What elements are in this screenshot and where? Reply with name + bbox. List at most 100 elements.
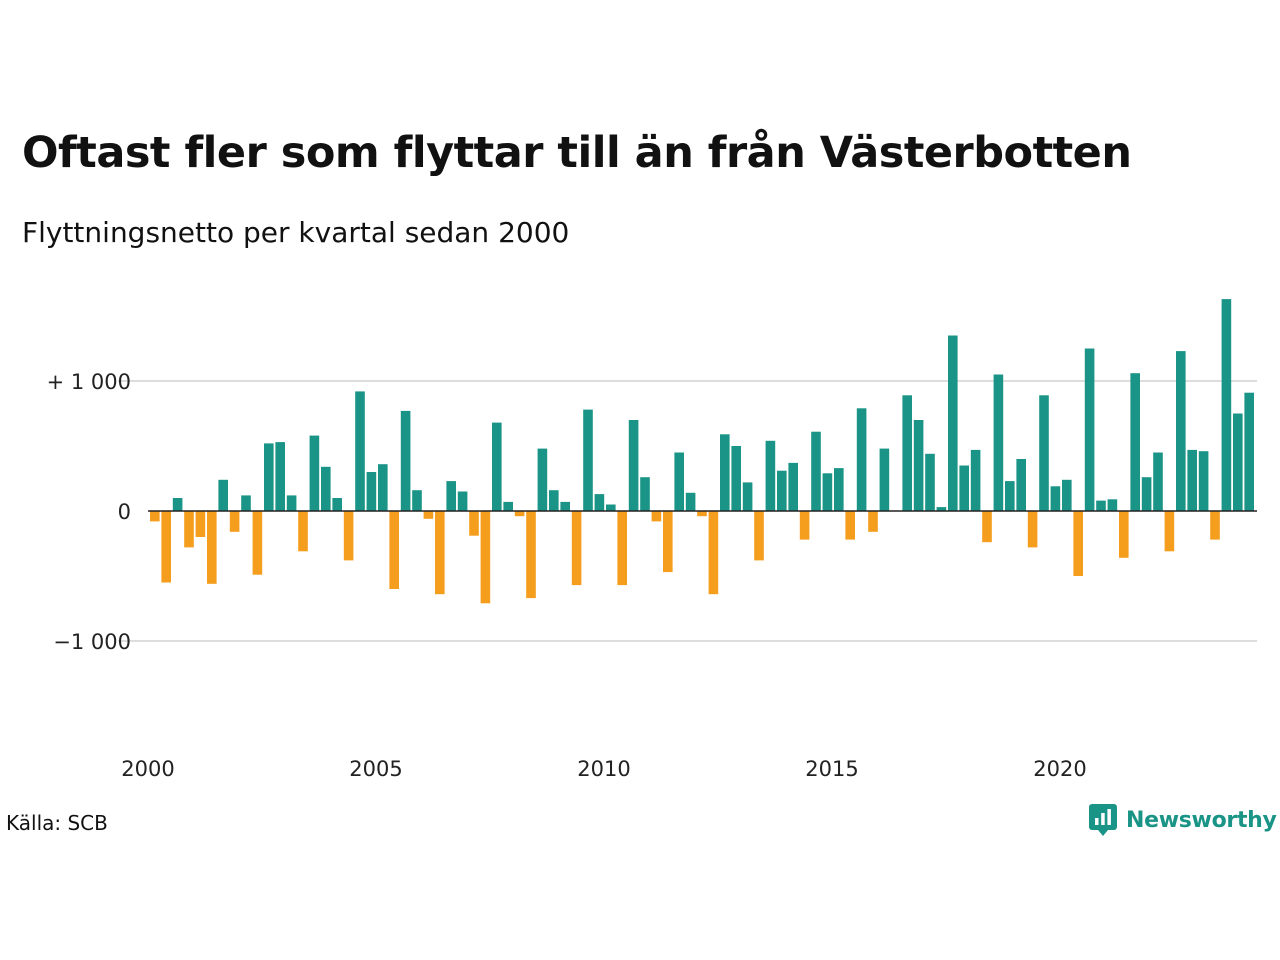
bar bbox=[1164, 511, 1175, 552]
y-tick-label: 0 bbox=[118, 500, 131, 524]
bar bbox=[674, 452, 684, 511]
bar bbox=[868, 511, 878, 532]
bar bbox=[1210, 511, 1220, 540]
bar bbox=[412, 490, 422, 511]
bar bbox=[1016, 459, 1026, 511]
bar bbox=[1005, 481, 1015, 511]
source-note: Källa: SCB bbox=[6, 811, 108, 835]
bar bbox=[492, 422, 502, 511]
y-tick-label: + 1 000 bbox=[47, 370, 131, 394]
bar bbox=[697, 511, 707, 517]
bar bbox=[571, 511, 582, 586]
bar bbox=[970, 449, 981, 511]
bar bbox=[286, 495, 297, 511]
bar bbox=[811, 431, 821, 511]
bar bbox=[526, 511, 536, 599]
newsworthy-logo-icon bbox=[1089, 804, 1117, 836]
bar bbox=[241, 495, 251, 511]
bar bbox=[1073, 511, 1083, 576]
bar bbox=[1096, 500, 1106, 511]
y-tick-label: −1 000 bbox=[53, 630, 131, 654]
bar bbox=[777, 470, 787, 511]
bar-layer bbox=[150, 299, 1254, 604]
bar bbox=[1176, 351, 1186, 511]
newsworthy-brand: Newsworthy bbox=[1088, 803, 1277, 837]
bar bbox=[754, 511, 764, 561]
bar bbox=[457, 491, 468, 511]
bar bbox=[252, 511, 263, 575]
bar bbox=[355, 391, 365, 511]
brand-name: Newsworthy bbox=[1126, 807, 1277, 833]
bar bbox=[366, 472, 377, 511]
bar-chart: + 1 000 0 −1 000 2000 2005 2010 2015 2020 bbox=[47, 299, 1257, 781]
x-tick-label: 2015 bbox=[805, 757, 858, 781]
bar bbox=[742, 482, 753, 511]
bar bbox=[229, 511, 240, 532]
x-tick-label: 2005 bbox=[349, 757, 402, 781]
y-tick-labels: + 1 000 0 −1 000 bbox=[47, 370, 131, 654]
bar bbox=[207, 511, 217, 584]
bar bbox=[982, 511, 992, 543]
bar bbox=[856, 408, 867, 511]
bar bbox=[195, 511, 206, 537]
bar bbox=[378, 464, 388, 511]
bar bbox=[172, 498, 183, 511]
bar bbox=[731, 446, 741, 511]
bar bbox=[936, 507, 947, 511]
bar bbox=[765, 440, 776, 511]
bar bbox=[708, 511, 719, 595]
bar bbox=[1084, 348, 1095, 511]
bar bbox=[993, 374, 1004, 511]
bar bbox=[321, 466, 331, 511]
bar bbox=[788, 462, 798, 511]
bar bbox=[537, 448, 548, 511]
bar bbox=[606, 504, 616, 511]
bar bbox=[913, 420, 924, 511]
bar bbox=[298, 511, 308, 552]
bar bbox=[446, 481, 456, 511]
bar bbox=[309, 435, 320, 511]
bar bbox=[469, 511, 479, 536]
bar bbox=[1130, 373, 1140, 511]
bar bbox=[1233, 413, 1243, 511]
bar bbox=[480, 511, 491, 604]
bar bbox=[161, 511, 171, 583]
bar bbox=[275, 442, 285, 511]
bar bbox=[663, 511, 673, 573]
bar bbox=[400, 410, 411, 511]
bar bbox=[879, 448, 890, 511]
grid-layer bbox=[118, 380, 1257, 642]
bar bbox=[1107, 499, 1118, 511]
bar bbox=[617, 511, 627, 586]
bar bbox=[184, 511, 194, 548]
bar bbox=[435, 511, 445, 595]
bar bbox=[845, 511, 855, 540]
bar bbox=[628, 420, 639, 511]
bar bbox=[720, 434, 730, 511]
bar bbox=[560, 501, 570, 511]
bar bbox=[1244, 392, 1254, 511]
x-tick-label: 2010 bbox=[577, 757, 630, 781]
bar bbox=[218, 479, 228, 511]
bar bbox=[902, 395, 912, 511]
bar bbox=[1119, 511, 1129, 558]
bar bbox=[332, 498, 342, 511]
bar bbox=[651, 511, 662, 522]
bar bbox=[1027, 511, 1038, 548]
bar bbox=[1198, 451, 1209, 511]
x-tick-labels: 2000 2005 2010 2015 2020 bbox=[121, 757, 1086, 781]
bar bbox=[594, 494, 605, 511]
bar bbox=[925, 453, 935, 511]
chart-subtitle: Flyttningsnetto per kvartal sedan 2000 bbox=[22, 216, 570, 249]
bar bbox=[822, 473, 833, 511]
bar bbox=[1221, 299, 1232, 511]
bar bbox=[948, 335, 958, 511]
bar bbox=[514, 511, 525, 517]
bar bbox=[685, 492, 696, 511]
bar bbox=[343, 511, 354, 561]
bar bbox=[423, 511, 434, 519]
bar bbox=[1062, 479, 1072, 511]
bar bbox=[583, 409, 593, 511]
bar bbox=[1187, 449, 1197, 511]
bar bbox=[264, 443, 274, 511]
